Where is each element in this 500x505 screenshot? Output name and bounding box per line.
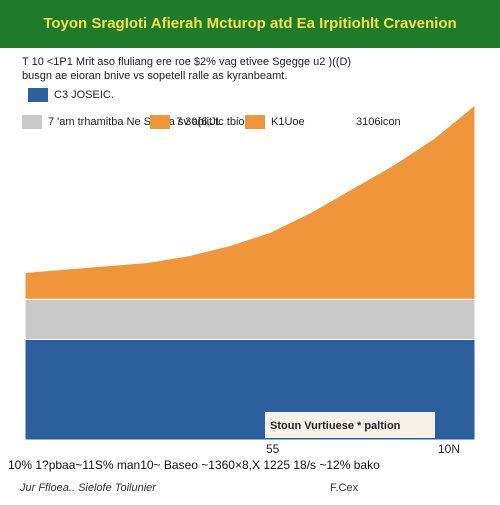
legend-label: 7 'am trhamitba Ne Scrina sv abiit tc tb…	[48, 116, 251, 128]
logo-text: F.Cex	[330, 482, 359, 494]
subtitle: busgn ae eioran bnive vs sopetell ralle …	[22, 70, 287, 82]
subtitle: T 10 <1P1 Mrit aso fluliang ere roe $2% …	[22, 56, 351, 68]
annotation: 55	[266, 442, 280, 456]
legend-swatch	[22, 115, 42, 129]
annotation: 10N	[438, 442, 460, 456]
annotation: Stoun Vurtiuese * paltion	[270, 420, 401, 432]
legend-swatch	[28, 88, 48, 102]
chart-title: Toyon SragIoti Afierah Mcturop atd Ea Ir…	[43, 15, 456, 32]
legend-swatch	[150, 115, 170, 129]
legend-label: C3 JOSEIC.	[54, 89, 114, 101]
legend-label: 3106icon	[356, 116, 401, 128]
area	[24, 103, 476, 300]
header-bar	[0, 0, 500, 48]
legend: C3 JOSEIC. 7 'am trhamitba Ne Scrina sv a…	[22, 88, 401, 129]
x-axis-label: 10% 1?pbaa~11S% man10~ Baseo ~1360×8,X 1…	[8, 458, 380, 472]
source-note: Jur Ffloea.. Sielofe Toilunier	[19, 482, 157, 494]
area	[24, 298, 476, 340]
plot-area	[24, 103, 476, 441]
annotation-box	[265, 412, 435, 438]
legend-label: 7 30(6,JL	[176, 116, 222, 128]
legend-swatch	[245, 115, 265, 129]
legend-label: K1Uoe	[271, 116, 305, 128]
